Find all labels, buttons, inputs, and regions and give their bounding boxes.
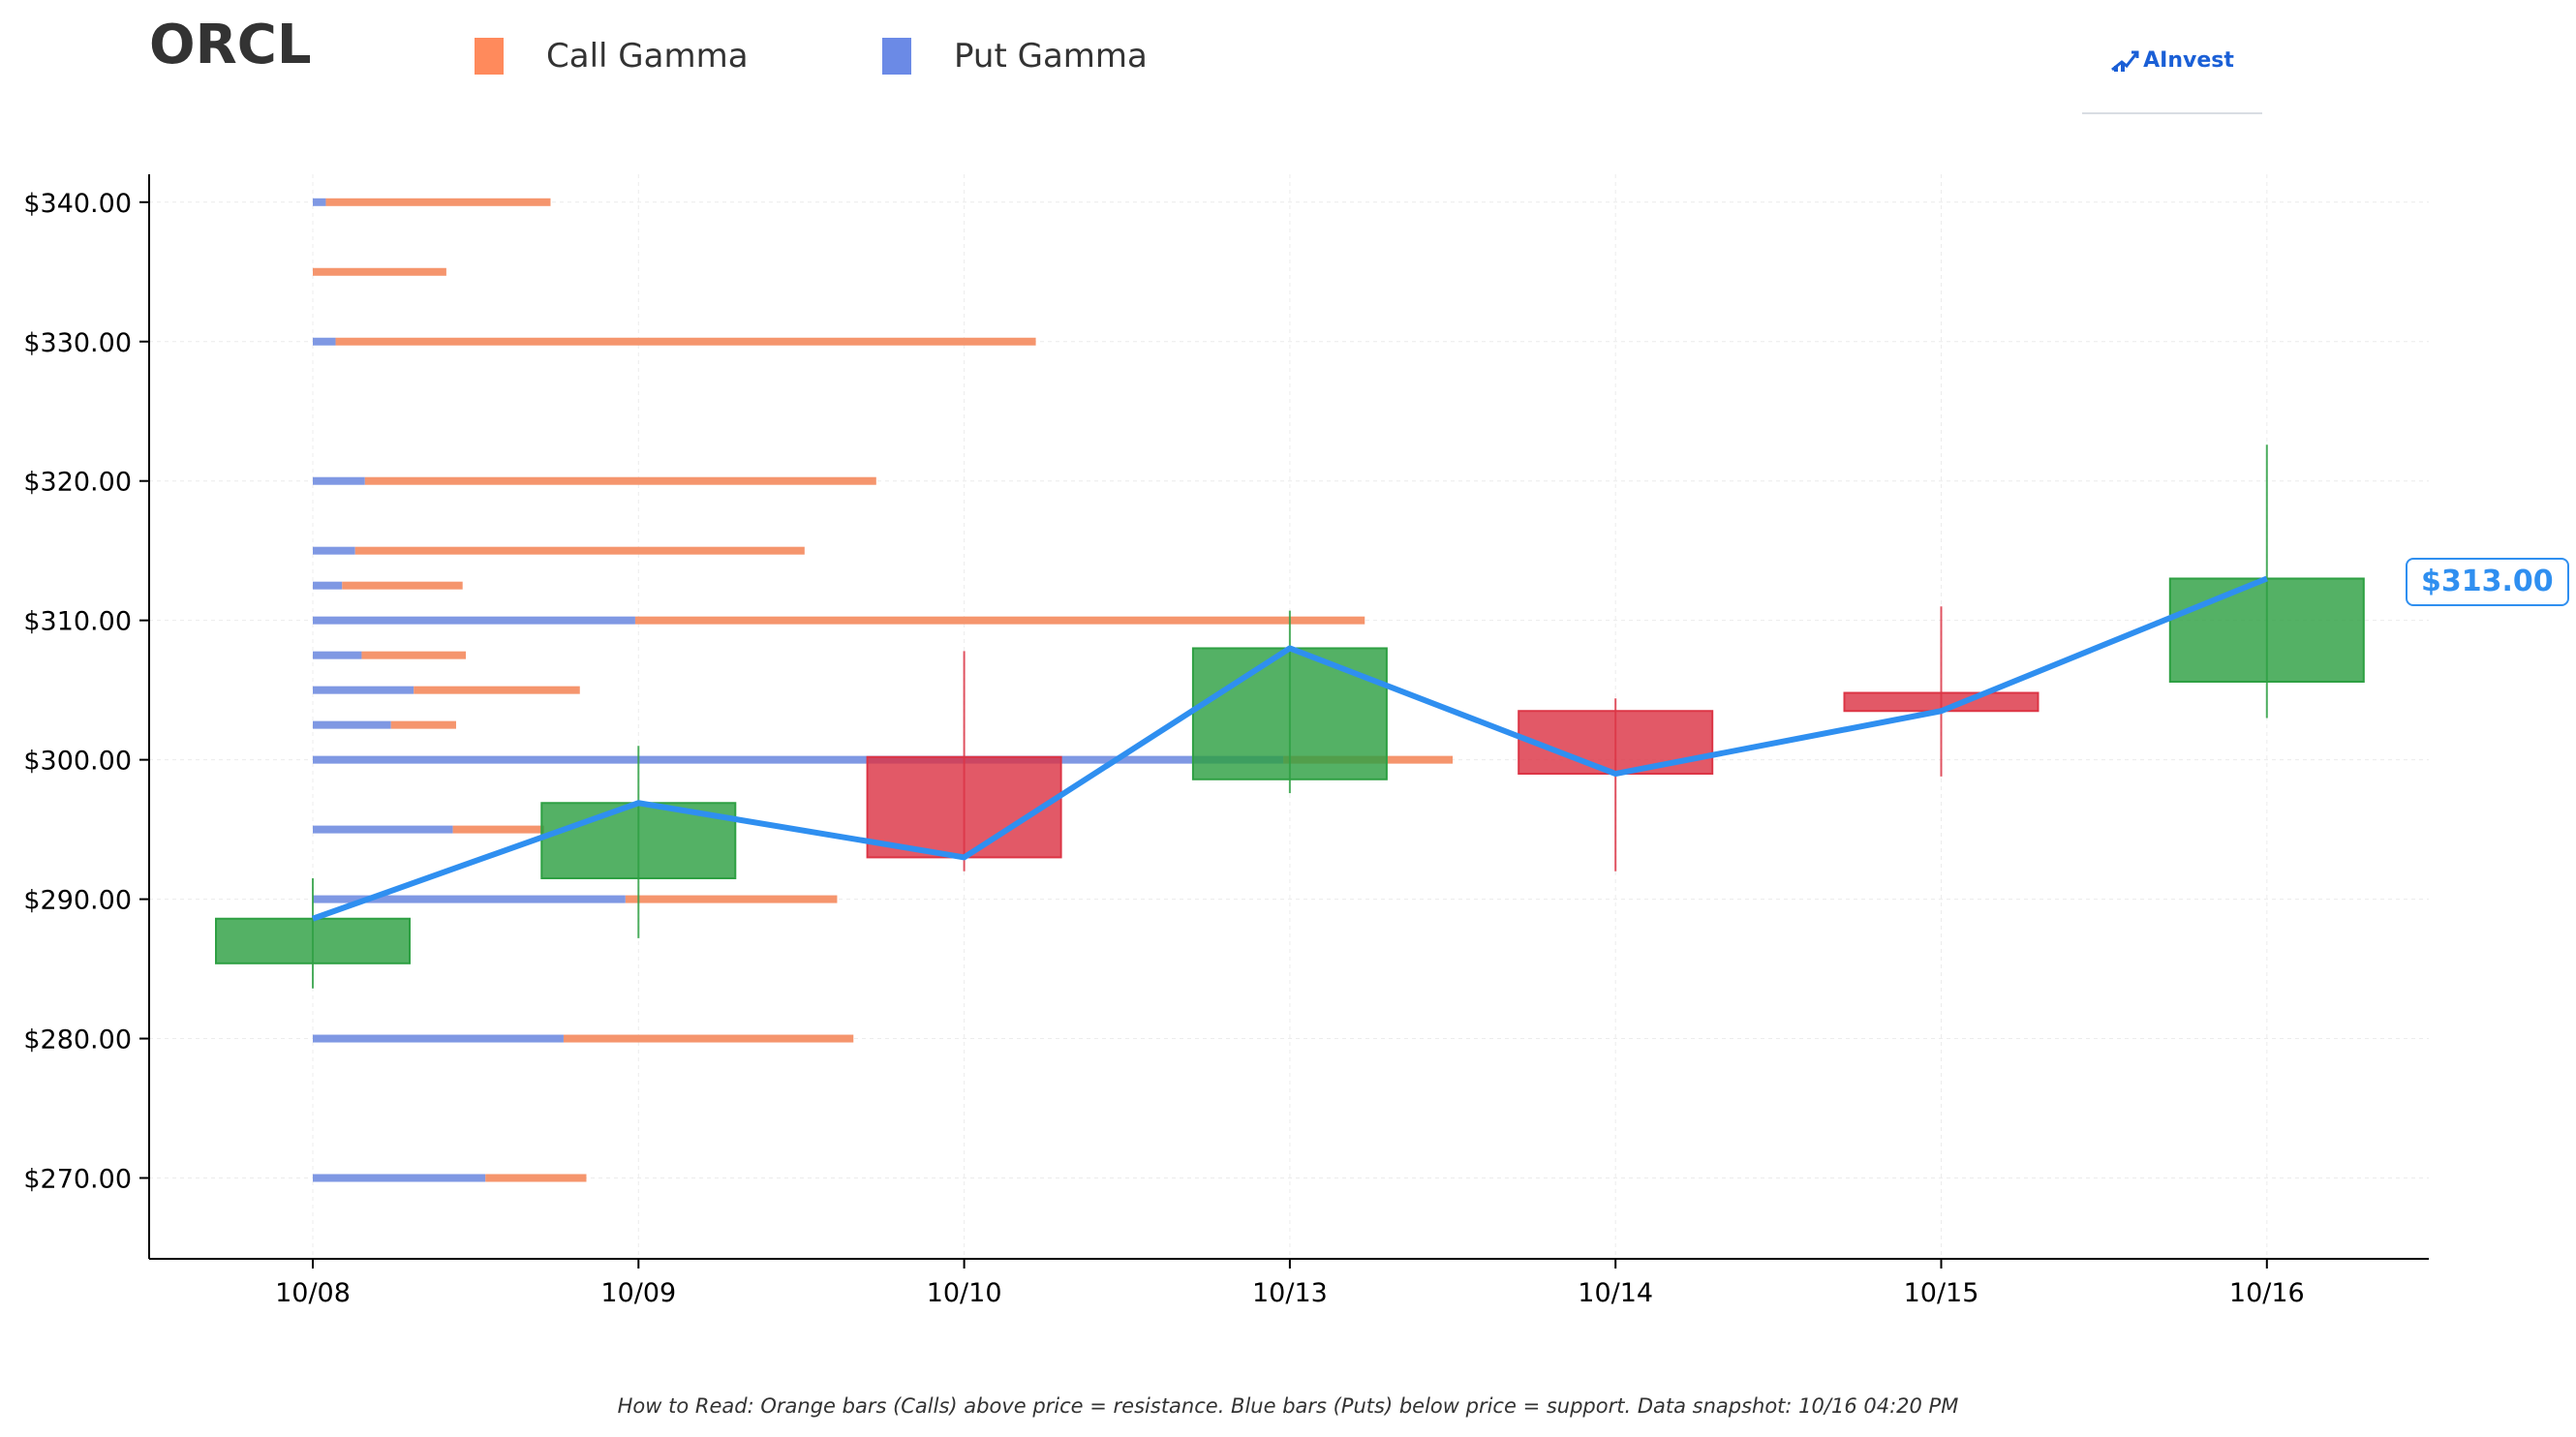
legend-call-gamma-label: Call Gamma	[546, 37, 749, 76]
x-tick-label: 10/14	[1578, 1278, 1653, 1308]
call-gamma-bar	[414, 686, 580, 694]
call-gamma-bar	[354, 546, 805, 555]
call-gamma-bar	[625, 895, 838, 903]
call-gamma-bar	[361, 651, 467, 659]
candle-body	[215, 917, 411, 964]
put-gamma-bar	[313, 1034, 564, 1043]
axes: $270.00 $280.00 $290.00 $300.00 $310.00 $320.…	[23, 174, 2429, 1308]
y-tick-label: $270.00	[23, 1165, 132, 1195]
y-tick-label: $290.00	[23, 886, 132, 916]
put-gamma-bar	[313, 895, 626, 903]
y-tick-label: $280.00	[23, 1025, 132, 1055]
candle-body	[1191, 647, 1388, 780]
y-tick-label: $340.00	[23, 189, 132, 219]
legend-call-gamma: Call Gamma	[475, 37, 749, 76]
call-gamma-bar	[342, 581, 463, 590]
call-gamma-bar	[452, 825, 544, 834]
x-tick-label: 10/16	[2229, 1278, 2305, 1308]
call-gamma-bar	[335, 337, 1036, 346]
y-tick-label: $310.00	[23, 607, 132, 637]
y-tick-label: $300.00	[23, 747, 132, 777]
put-gamma-bar	[313, 616, 635, 625]
candle-body	[866, 755, 1062, 859]
put-gamma-bar	[313, 1174, 486, 1182]
call-gamma-bar	[364, 476, 876, 485]
x-tick-label: 10/10	[927, 1278, 1002, 1308]
x-tick-label: 10/13	[1252, 1278, 1328, 1308]
put-gamma-bar	[313, 337, 336, 346]
candle-body	[2168, 577, 2365, 684]
call-gamma-bar	[390, 720, 456, 729]
put-gamma-bar	[313, 476, 365, 485]
call-gamma-bar	[313, 267, 446, 276]
gamma-bars	[313, 198, 1454, 1182]
put-gamma-bar	[313, 198, 326, 206]
put-gamma-bar	[313, 825, 453, 834]
last-price-badge: $313.00	[2406, 558, 2569, 606]
legend-put-gamma-label: Put Gamma	[954, 37, 1148, 76]
put-gamma-bar	[313, 720, 391, 729]
x-tick-label: 10/08	[275, 1278, 351, 1308]
logo-text: AInvest	[2143, 48, 2234, 73]
chart-growth-icon	[2111, 50, 2139, 72]
put-gamma-bar	[313, 686, 414, 694]
x-tick-label: 10/15	[1904, 1278, 1979, 1308]
candlesticks	[215, 444, 2365, 989]
x-tick-label: 10/09	[600, 1278, 676, 1308]
put-gamma-bar	[313, 755, 1284, 764]
y-tick-label: $320.00	[23, 468, 132, 498]
call-gamma-bar	[634, 616, 1365, 625]
close-price-line	[311, 575, 2268, 922]
put-gamma-bar	[313, 581, 343, 590]
call-gamma-bar	[325, 198, 551, 206]
ainvest-logo: AInvest	[2082, 45, 2262, 114]
close-line	[311, 575, 2268, 922]
put-gamma-bar	[313, 546, 355, 555]
put-gamma-swatch	[882, 38, 911, 75]
call-gamma-bar	[485, 1174, 587, 1182]
y-tick-label: $330.00	[23, 328, 132, 358]
legend-put-gamma: Put Gamma	[882, 37, 1148, 76]
put-gamma-bar	[313, 651, 362, 659]
how-to-read-note: How to Read: Orange bars (Calls) above p…	[617, 1394, 1959, 1418]
call-gamma-swatch	[475, 38, 504, 75]
call-gamma-bar	[563, 1034, 854, 1043]
ticker-title: ORCL	[149, 14, 312, 76]
candle-body	[1518, 710, 1714, 776]
